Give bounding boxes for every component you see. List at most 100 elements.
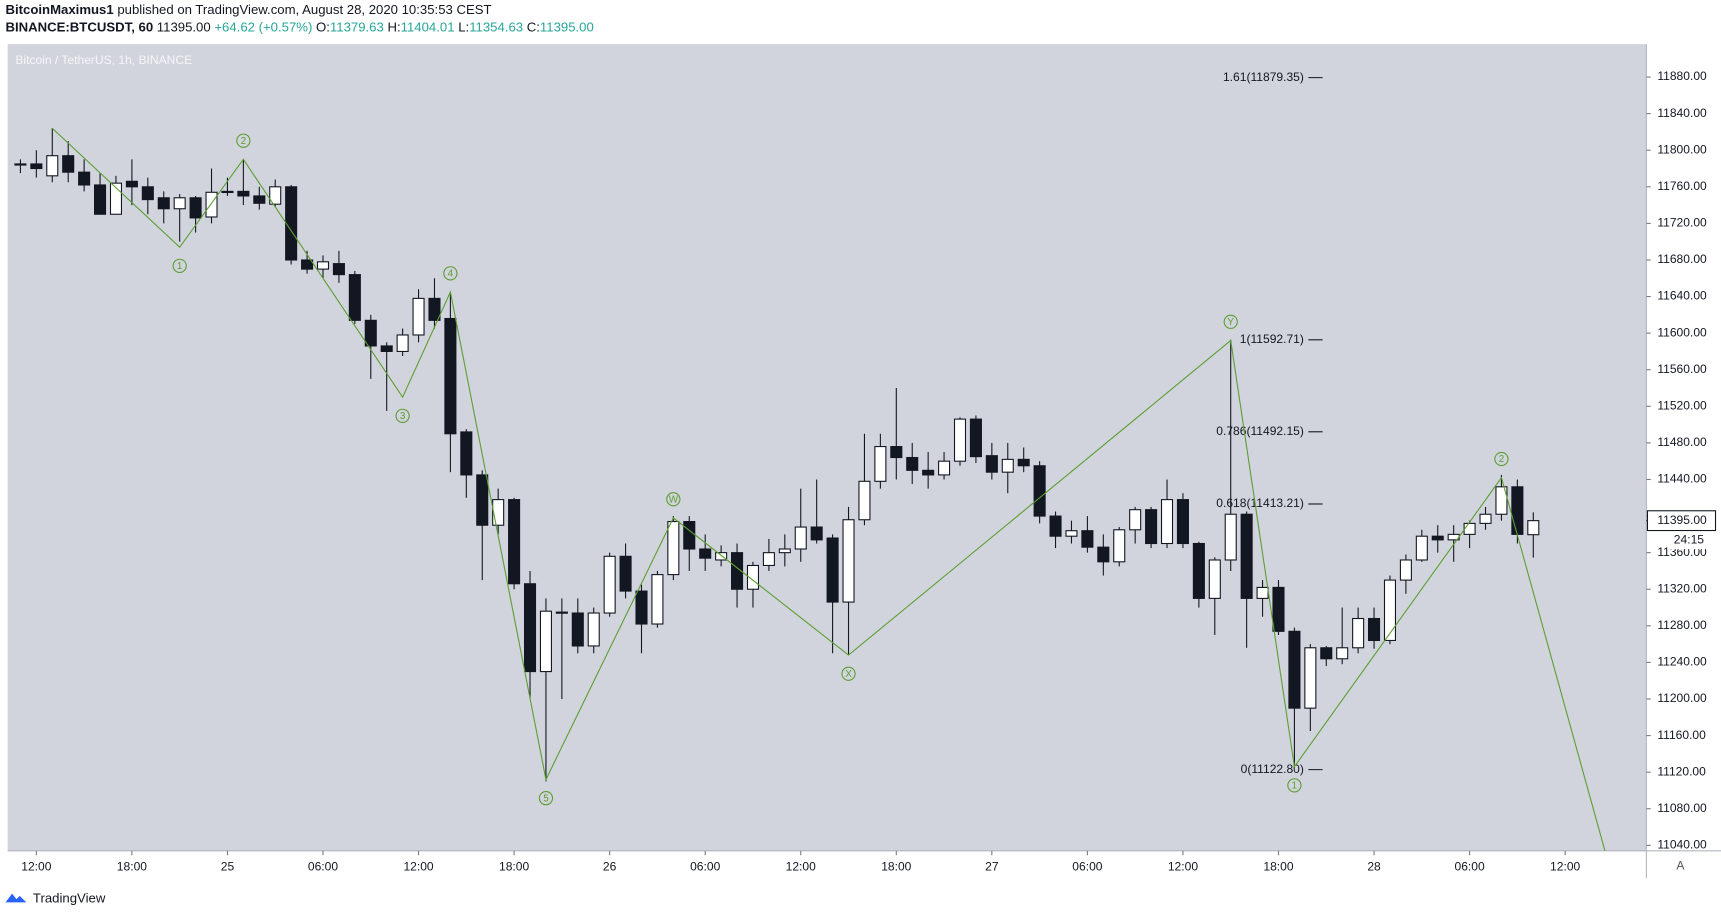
axes: 11040.00 11080.00 11120.00 11160.00 11200.00… [21,69,1717,873]
candle-body [460,431,473,476]
candle-body [1145,509,1158,545]
x-tick-label: 06:00 [1072,859,1102,873]
author: BitcoinMaximus1 [5,3,113,18]
candle-body [1479,513,1492,524]
x-tick-label: 06:00 [1455,859,1485,873]
y-tick-label: 11160.00 [1657,728,1706,742]
candle-body [1431,535,1444,541]
x-tick-label: 06:00 [308,859,338,873]
y-tick-label: 11480.00 [1657,435,1707,449]
candle-body [746,564,760,590]
symbol-line: BINANCE:BTCUSDT, 60 11395.00 +64.62 (+0.… [5,20,593,35]
y-tick-label: 11440.00 [1657,472,1707,486]
candle-body [619,555,632,592]
candle-body [810,526,823,541]
candle-body [1463,522,1476,535]
candle-body [571,612,584,647]
published: published on TradingView.com, August 28,… [117,3,491,18]
chart-title: Bitcoin / TetherUS, 1h, BINANCE [15,53,192,67]
candle-body [1240,513,1253,599]
candle-body [874,446,887,482]
plot: 1.61(11879.35) 1(11592.71) 0.786(11492.15)… [14,70,1606,851]
candle-body [523,583,537,673]
candle-body [762,552,775,567]
x-tick-label: 18:00 [117,859,147,873]
y-tick-label: 11720.00 [1657,216,1707,230]
candle-body [476,474,489,526]
y-tick-label: 11560.00 [1657,362,1707,376]
wave-label-circle [1223,314,1238,329]
candle-body [1288,630,1301,709]
candle-body [1495,486,1508,515]
candle-body [922,469,935,476]
y-tick-label: 11680.00 [1657,252,1707,266]
wave-label-circle [841,666,856,681]
y-tick-label: 11120.00 [1657,764,1706,778]
candle-body [1160,499,1174,545]
candle-body [938,460,951,476]
y-tick-label: 11320.00 [1657,581,1707,595]
candle-body [157,197,170,210]
candle-body [667,521,680,576]
candle-body [1320,647,1333,660]
candle-body [14,163,27,166]
candle-body [508,499,521,585]
plot-bg [7,44,1647,851]
x-tick-label: 18:00 [881,859,911,873]
footer: TradingView A [5,858,1685,906]
y-tick-label: 11520.00 [1657,399,1707,413]
last-price-box [1646,510,1717,532]
y-tick-label: 11840.00 [1657,106,1707,120]
candle-body [890,446,903,459]
candle-body [78,171,91,186]
fib-label: 1.61(11879.35) [1223,70,1304,84]
candle-body [253,195,266,204]
auto-scale-button[interactable]: A [1676,858,1685,872]
symbol: BINANCE:BTCUSDT, 60 [5,20,153,35]
candle-body [842,519,855,603]
fib-label: 0.786(11492.15) [1216,424,1304,438]
wave-label-circle [666,492,681,507]
candle-body [205,191,218,218]
wave-label-circle [443,266,458,281]
candle-body [1415,535,1428,561]
ohlc-value: 11379.63 [330,20,384,35]
wave-label: 1 [1292,781,1297,792]
candle-body [221,190,234,194]
candle-body [715,552,728,561]
candle-body [94,184,107,215]
candle-body [1065,530,1078,537]
y-tick-label: 11280.00 [1657,618,1707,632]
y-tick-label: 11760.00 [1657,179,1707,193]
fib-label: 1(11592.71) [1240,332,1304,346]
candle-body [1176,499,1189,545]
candle-body [1527,520,1540,536]
candle-body [1272,586,1285,632]
x-tick-label: 27 [985,859,999,873]
candle-body [1097,546,1110,563]
candle-body [269,186,282,205]
candle-body [141,186,154,201]
candle-body [699,548,712,559]
wave-line [51,127,1606,851]
candle-body [1017,458,1030,467]
ohlc-value: 11354.63 [469,20,523,35]
candle-body [985,455,998,473]
candle-body [1049,515,1062,537]
y-tick-label: 11200.00 [1657,691,1707,705]
x-tick-label: 12:00 [1550,859,1580,873]
wave-label: 1 [177,261,182,272]
fib-label: 0(11122.80) [1241,762,1304,776]
candle-body [794,526,807,550]
candle-body [953,418,967,462]
wave-label: X [845,669,852,680]
y-tick-label: 11800.00 [1657,142,1707,156]
candle-body [428,297,441,321]
countdown-box [1668,531,1713,550]
wave-label: W [669,494,679,505]
y-tick-label: 11600.00 [1657,325,1707,339]
ohlc-label: L: [458,20,469,35]
x-tick-label: 18:00 [1263,859,1293,873]
wave-label: 5 [543,793,549,804]
